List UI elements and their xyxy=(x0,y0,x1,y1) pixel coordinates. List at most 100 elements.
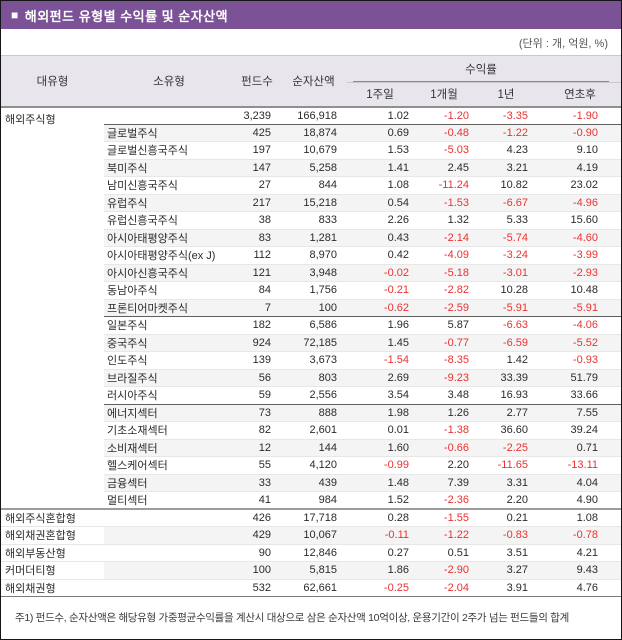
fund-count-cell: 100 xyxy=(234,561,280,579)
return-1y-cell: -3.01 xyxy=(475,263,537,282)
return-ytd-cell: -3.99 xyxy=(537,246,621,264)
fund-returns-table: 대유형 소유형 펀드수 순자산액 수익률 1주일 1개월 1년 연초후 해외주식… xyxy=(1,55,621,597)
fund-count-cell: 41 xyxy=(234,491,280,509)
page-title: 해외펀드 유형별 수익률 및 순자산액 xyxy=(24,8,229,24)
return-1m-cell: 7.39 xyxy=(413,473,475,492)
fund-count-cell: 121 xyxy=(234,263,280,282)
table-row: 커머더티형 100 5,815 1.86 -2.90 3.27 9.43 xyxy=(1,561,621,579)
return-ytd-cell: 33.66 xyxy=(537,386,621,404)
return-1m-cell: -1.38 xyxy=(413,421,475,439)
table-row: 유럽신흥국주식 38 833 2.26 1.32 5.33 15.60 xyxy=(1,211,621,229)
fund-count-cell: 55 xyxy=(234,456,280,474)
return-1w-cell: 1.53 xyxy=(347,141,413,159)
minor-type-cell xyxy=(104,543,234,562)
return-ytd-cell: -0.90 xyxy=(537,123,621,142)
minor-type-cell: 브라질주식 xyxy=(104,368,234,387)
return-1m-cell: -1.53 xyxy=(413,193,475,212)
minor-type-cell: 북미주식 xyxy=(104,158,234,177)
fund-count-cell: 82 xyxy=(234,421,280,439)
return-1y-cell: 10.82 xyxy=(475,176,537,194)
fund-count-cell: 532 xyxy=(234,578,280,597)
return-1w-cell: 0.27 xyxy=(347,543,413,562)
return-1w-cell: 0.69 xyxy=(347,123,413,142)
return-ytd-cell: 4.90 xyxy=(537,491,621,509)
return-1y-cell: 5.33 xyxy=(475,211,537,229)
return-1m-cell: -4.09 xyxy=(413,246,475,264)
net-assets-cell: 439 xyxy=(280,473,347,492)
return-1w-cell: 3.54 xyxy=(347,386,413,404)
return-1m-cell: -5.03 xyxy=(413,141,475,159)
return-ytd-cell: 4.19 xyxy=(537,158,621,177)
return-1m-cell: -2.04 xyxy=(413,578,475,597)
minor-type-cell: 아시아신흥국주식 xyxy=(104,263,234,282)
minor-type-cell xyxy=(104,526,234,544)
return-ytd-cell: -1.90 xyxy=(537,106,621,124)
table-row: 기초소재섹터 82 2,601 0.01 -1.38 36.60 39.24 xyxy=(1,421,621,439)
return-1y-cell: -11.65 xyxy=(475,456,537,474)
return-1w-cell: 1.52 xyxy=(347,491,413,509)
net-assets-cell: 1,281 xyxy=(280,228,347,247)
return-ytd-cell: -4.96 xyxy=(537,193,621,212)
minor-type-cell: 기초소재섹터 xyxy=(104,421,234,439)
return-1y-cell: 3.27 xyxy=(475,561,537,579)
table-row: 금융섹터 33 439 1.48 7.39 3.31 4.04 xyxy=(1,473,621,492)
return-1y-cell: 33.39 xyxy=(475,368,537,387)
return-1m-cell: -2.59 xyxy=(413,298,475,317)
net-assets-cell: 5,258 xyxy=(280,158,347,177)
fund-count-cell: 429 xyxy=(234,526,280,544)
fund-count-cell: 112 xyxy=(234,246,280,264)
minor-type-cell xyxy=(104,561,234,579)
return-1m-cell: 0.51 xyxy=(413,543,475,562)
return-ytd-cell: 15.60 xyxy=(537,211,621,229)
fund-count-cell: 56 xyxy=(234,368,280,387)
fund-count-cell: 924 xyxy=(234,333,280,352)
net-assets-cell: 144 xyxy=(280,438,347,457)
net-assets-cell: 2,556 xyxy=(280,386,347,404)
table-row: 멀티섹터 41 984 1.52 -2.36 2.20 4.90 xyxy=(1,491,621,509)
fund-count-cell: 90 xyxy=(234,543,280,562)
return-1y-cell: 3.91 xyxy=(475,578,537,597)
major-type-cell: 해외채권형 xyxy=(1,578,104,597)
return-1w-cell: -0.62 xyxy=(347,298,413,317)
return-1w-cell: 0.28 xyxy=(347,508,413,527)
return-ytd-cell: 4.04 xyxy=(537,473,621,492)
return-1y-cell: 0.21 xyxy=(475,508,537,527)
return-1m-cell: -2.36 xyxy=(413,491,475,509)
return-1m-cell: 1.32 xyxy=(413,211,475,229)
table-body: 해외주식형 3,239 166,918 1.02 -1.20 -3.35 -1.90 글로벌주… xyxy=(1,106,621,597)
table-row: 동남아주식 84 1,756 -0.21 -2.82 10.28 10.48 xyxy=(1,281,621,299)
fund-count-cell: 59 xyxy=(234,386,280,404)
net-assets-cell: 888 xyxy=(280,403,347,422)
fund-count-cell: 84 xyxy=(234,281,280,299)
minor-type-cell: 인도주식 xyxy=(104,351,234,369)
minor-type-cell: 남미신흥국주식 xyxy=(104,176,234,194)
header-net-assets: 순자산액 xyxy=(280,55,347,108)
return-1m-cell: -0.48 xyxy=(413,123,475,142)
table-row: 해외주식혼합형 426 17,718 0.28 -1.55 0.21 1.08 xyxy=(1,508,621,527)
net-assets-cell: 833 xyxy=(280,211,347,229)
table-row: 에너지섹터 73 888 1.98 1.26 2.77 7.55 xyxy=(1,403,621,422)
minor-type-cell: 러시아주식 xyxy=(104,386,234,404)
return-1w-cell: 0.54 xyxy=(347,193,413,212)
net-assets-cell: 15,218 xyxy=(280,193,347,212)
minor-type-cell: 소비재섹터 xyxy=(104,438,234,457)
return-1y-cell: -3.24 xyxy=(475,246,537,264)
return-ytd-cell: 23.02 xyxy=(537,176,621,194)
fund-count-cell: 425 xyxy=(234,123,280,142)
net-assets-cell: 984 xyxy=(280,491,347,509)
return-1w-cell: 0.43 xyxy=(347,228,413,247)
return-1y-cell: -2.25 xyxy=(475,438,537,457)
fund-count-cell: 12 xyxy=(234,438,280,457)
return-1y-cell: -6.63 xyxy=(475,316,537,334)
major-type-cell: 해외주식혼합형 xyxy=(1,508,104,527)
return-ytd-cell: -0.93 xyxy=(537,351,621,369)
minor-type-cell xyxy=(104,578,234,597)
fund-count-cell: 147 xyxy=(234,158,280,177)
return-ytd-cell: 4.76 xyxy=(537,578,621,597)
return-1w-cell: -0.21 xyxy=(347,281,413,299)
fund-count-cell: 426 xyxy=(234,508,280,527)
table-row: 인도주식 139 3,673 -1.54 -8.35 1.42 -0.93 xyxy=(1,351,621,369)
return-1w-cell: 1.96 xyxy=(347,316,413,334)
minor-type-cell: 멀티섹터 xyxy=(104,491,234,509)
table-header: 대유형 소유형 펀드수 순자산액 수익률 1주일 1개월 1년 연초후 xyxy=(1,55,621,108)
